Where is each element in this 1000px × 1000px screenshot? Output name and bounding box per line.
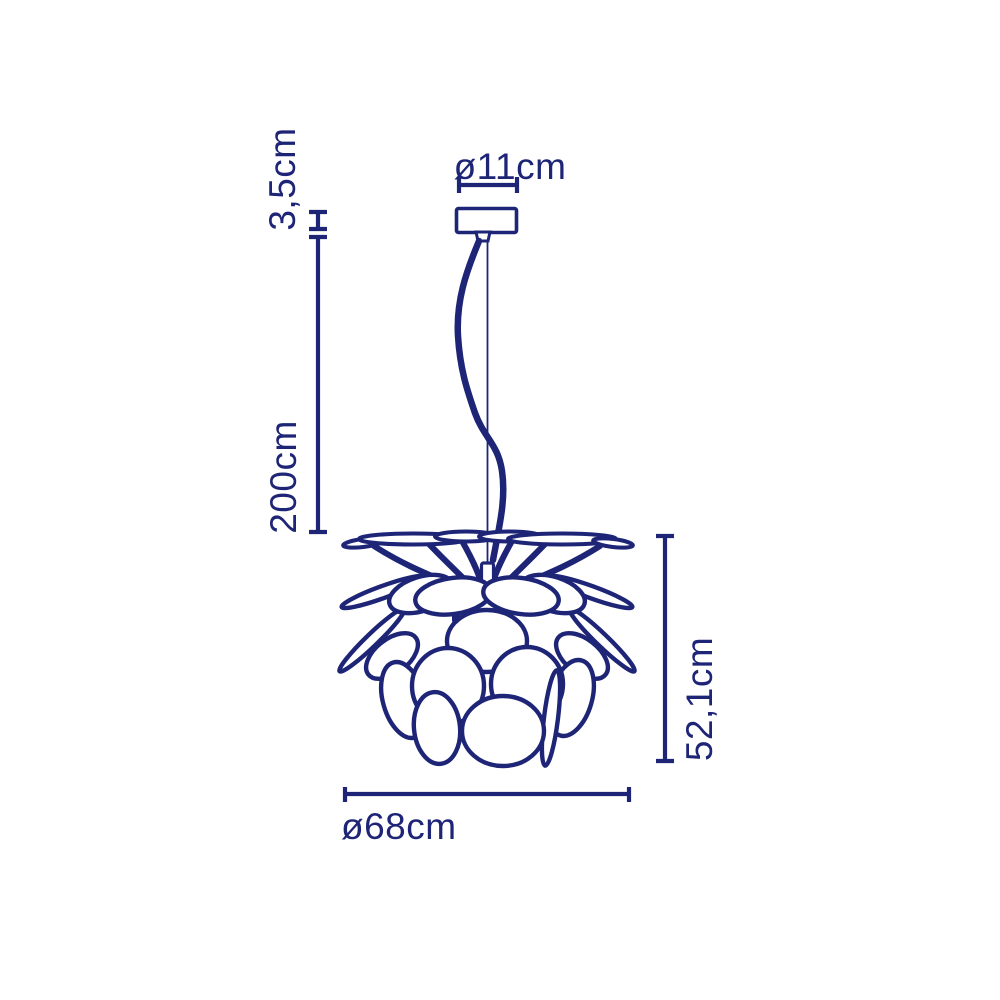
label-canopy-diameter: ø11cm bbox=[453, 146, 567, 187]
lamp-shade bbox=[337, 529, 637, 769]
ceiling-canopy bbox=[454, 206, 519, 243]
label-shade-diameter: ø68cm bbox=[341, 806, 457, 847]
shade-top-discs bbox=[341, 529, 635, 550]
dimension-shade-height bbox=[656, 533, 674, 764]
shade-bottom-discs bbox=[411, 668, 563, 769]
dimension-shade-diameter bbox=[342, 787, 632, 802]
dimension-canopy-diameter bbox=[456, 177, 520, 193]
label-cable-length: 200cm bbox=[263, 420, 304, 534]
power-cable bbox=[454, 237, 507, 564]
shade-upper-discs bbox=[337, 572, 637, 674]
label-shade-height: 52,1cm bbox=[679, 636, 720, 762]
dimension-canopy-height bbox=[309, 209, 327, 232]
label-canopy-height: 3,5cm bbox=[262, 127, 303, 231]
dimension-cable-length bbox=[309, 234, 327, 535]
